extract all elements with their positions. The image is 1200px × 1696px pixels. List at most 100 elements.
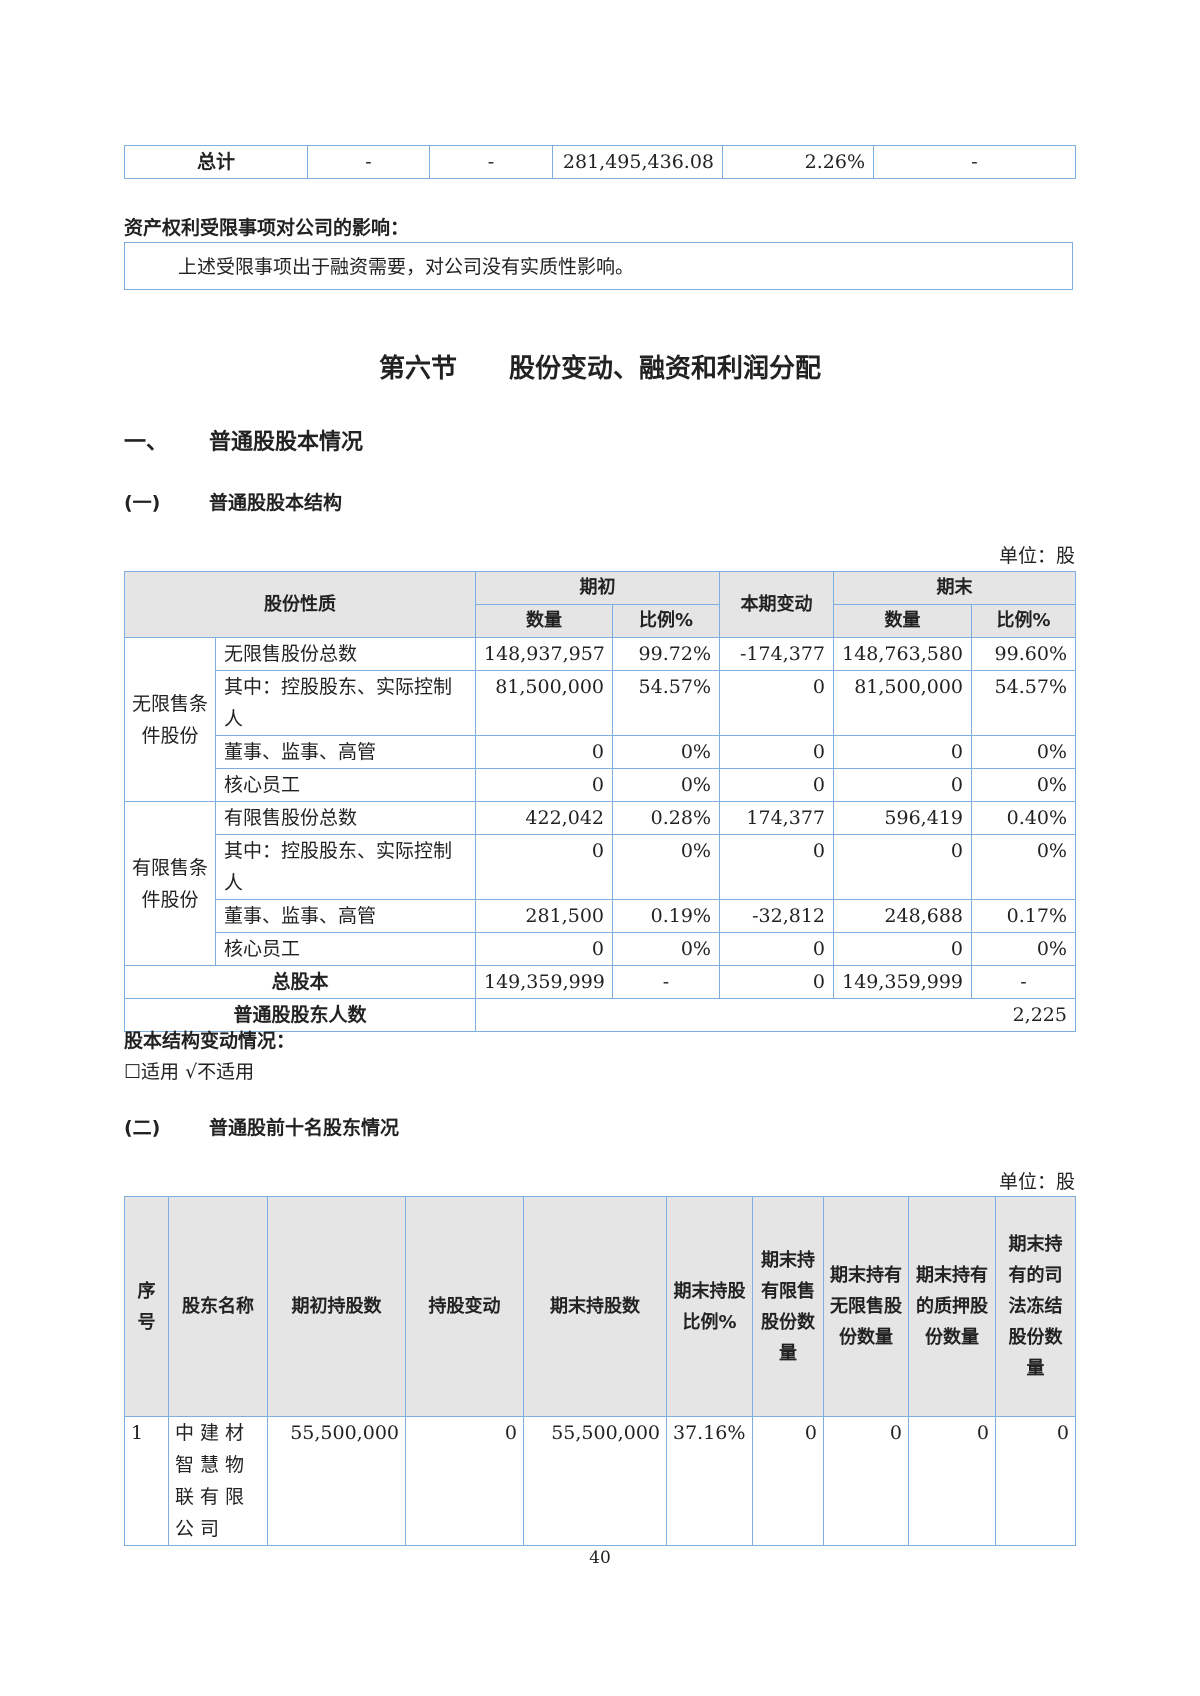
header-qty: 数量 xyxy=(833,604,972,638)
cell: 0 xyxy=(719,670,834,736)
cell: 0 xyxy=(475,834,613,900)
cell: - xyxy=(429,145,553,179)
table-row: 董事、监事、高管 281,500 0.19% -32,812 248,688 0.17% xyxy=(125,899,1076,933)
cell: 0 xyxy=(995,1416,1076,1546)
table-row: 其中：控股股东、实际控制人 81,500,000 54.57% 0 81,500,000… xyxy=(125,670,1076,736)
cell: 0 xyxy=(908,1416,996,1546)
header-change: 本期变动 xyxy=(719,571,834,638)
cell: - xyxy=(873,145,1076,179)
cell: 0 xyxy=(405,1416,524,1546)
heading-2b: 普通股前十名股东情况 xyxy=(209,1117,400,1139)
cell: 0 xyxy=(475,932,613,966)
cell: 148,937,957 xyxy=(475,637,613,671)
cell: 0 xyxy=(823,1416,909,1546)
row-label: 董事、监事、高管 xyxy=(215,735,476,769)
column-header: 期末持股数 xyxy=(523,1196,667,1417)
cell: -174,377 xyxy=(719,637,834,671)
cell: 0% xyxy=(971,735,1076,769)
column-header: 期末持有的质押股份数量 xyxy=(908,1196,996,1417)
total-amount: 281,495,436.08 xyxy=(552,145,723,179)
heading-1: 普通股股本情况 xyxy=(209,430,364,455)
row-label: 核心员工 xyxy=(215,768,476,802)
total-label: 总计 xyxy=(124,145,308,179)
cell: 0.28% xyxy=(612,801,720,835)
impact-box: 上述受限事项出于融资需要，对公司没有实质性影响。 xyxy=(124,242,1073,290)
shareholder-name: 中建材智慧物联有限公司 xyxy=(168,1416,268,1546)
impact-text: 上述受限事项出于融资需要，对公司没有实质性影响。 xyxy=(178,256,635,278)
cell: 99.60% xyxy=(971,637,1076,671)
cell: 0 xyxy=(475,768,613,802)
cell: 0 xyxy=(833,735,972,769)
total-ratio: 2.26% xyxy=(722,145,874,179)
cell: 0.17% xyxy=(971,899,1076,933)
cell: 55,500,000 xyxy=(523,1416,667,1546)
cell: 0 xyxy=(719,768,834,802)
table-row: 核心员工 0 0% 0 0 0% xyxy=(125,932,1076,966)
impact-label: 资产权利受限事项对公司的影响： xyxy=(124,217,410,239)
cell: 0 xyxy=(833,932,972,966)
cell: 54.57% xyxy=(971,670,1076,736)
group-label: 有限售条件股份 xyxy=(124,801,216,966)
cell: - xyxy=(971,965,1076,999)
cell: 422,042 xyxy=(475,801,613,835)
heading-2a-num: (一) xyxy=(124,492,161,514)
row-label: 无限售股份总数 xyxy=(215,637,476,671)
cell: 0.19% xyxy=(612,899,720,933)
cell: - xyxy=(612,965,720,999)
unit-label: 单位：股 xyxy=(998,545,1075,567)
cell: 0% xyxy=(971,834,1076,900)
row-label: 董事、监事、高管 xyxy=(215,899,476,933)
cell: 0 xyxy=(833,834,972,900)
total-shares-row: 总股本 149,359,999-0 149,359,999- xyxy=(124,965,1076,999)
cell: 54.57% xyxy=(612,670,720,736)
column-header: 期末持有限售股份数量 xyxy=(752,1196,824,1417)
unit-label-2: 单位：股 xyxy=(998,1171,1075,1193)
cell: 81,500,000 xyxy=(833,670,972,736)
column-header: 期初持股数 xyxy=(267,1196,406,1417)
cell: 0.40% xyxy=(971,801,1076,835)
cell: 0 xyxy=(833,768,972,802)
cell: 0 xyxy=(475,735,613,769)
cell: 0 xyxy=(752,1416,824,1546)
cell: 596,419 xyxy=(833,801,972,835)
cell: 55,500,000 xyxy=(267,1416,406,1546)
restricted-assets-total-table: 总计 - - 281,495,436.08 2.26% - xyxy=(124,145,1076,179)
column-header: 序号 xyxy=(124,1196,169,1417)
cell: 148,763,580 xyxy=(833,637,972,671)
cell: 0 xyxy=(719,735,834,769)
cell: 0 xyxy=(719,965,834,999)
column-header: 期末持股比例% xyxy=(666,1196,753,1417)
header-ratio: 比例% xyxy=(971,604,1076,638)
cell: 0% xyxy=(971,932,1076,966)
table-row: 核心员工 0 0% 0 0 0% xyxy=(125,768,1076,802)
column-header: 股东名称 xyxy=(168,1196,268,1417)
column-header: 持股变动 xyxy=(405,1196,524,1417)
cell: 281,500 xyxy=(475,899,613,933)
cell: 149,359,999 xyxy=(475,965,613,999)
cell: 0% xyxy=(612,735,720,769)
cell: -32,812 xyxy=(719,899,834,933)
cell: 81,500,000 xyxy=(475,670,613,736)
cell: 普通股股东人数 xyxy=(124,998,476,1032)
table-row: 董事、监事、高管 0 0% 0 0 0% xyxy=(125,735,1076,769)
applicable-options: ☐适用 √不适用 xyxy=(124,1061,255,1083)
share-structure-table: 股份性质 期初 本期变动 期末 数量 比例% 数量 比例% 无限售条件股份 无限售股份总… xyxy=(124,571,1076,1032)
group-label: 无限售条件股份 xyxy=(124,637,216,802)
total-row: 总计 - - 281,495,436.08 2.26% - xyxy=(124,145,1076,179)
holders-count: 2,225 xyxy=(475,998,1076,1032)
cell: 总股本 xyxy=(124,965,476,999)
row-label: 其中：控股股东、实际控制人 xyxy=(215,670,476,736)
cell: 0% xyxy=(971,768,1076,802)
table-row: 1 中建材智慧物联有限公司 55,500,000 0 55,500,000 37.16% 0… xyxy=(124,1416,1076,1546)
cell: 174,377 xyxy=(719,801,834,835)
cell: 0% xyxy=(612,768,720,802)
cell: 0% xyxy=(612,834,720,900)
header-qty: 数量 xyxy=(475,604,613,638)
cell: 37.16% xyxy=(666,1416,753,1546)
cell: 0 xyxy=(719,932,834,966)
heading-1-num: 一、 xyxy=(124,430,169,455)
row-label: 核心员工 xyxy=(215,932,476,966)
column-header: 期末持有的司法冻结股份数量 xyxy=(995,1196,1076,1417)
header-begin: 期初 xyxy=(475,571,720,605)
heading-2b-num: (二) xyxy=(124,1117,161,1139)
